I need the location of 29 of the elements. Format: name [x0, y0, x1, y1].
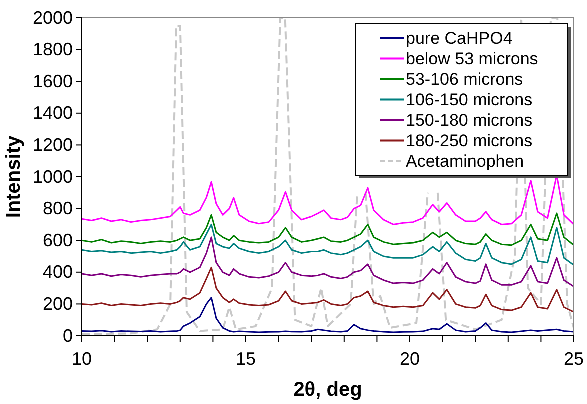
legend-label: below 53 microns [406, 50, 538, 69]
y-tick-label: 400 [42, 262, 73, 282]
x-tick-label: 15 [236, 348, 256, 369]
y-tick-label: 1800 [32, 40, 73, 60]
y-tick-label: 1400 [32, 103, 73, 124]
legend-label: 180-250 microns [406, 132, 533, 151]
line-series [82, 224, 574, 266]
y-tick-label: 1600 [32, 71, 73, 92]
y-tick-label: 800 [42, 198, 73, 219]
y-tick-label: 0 [62, 326, 73, 346]
legend-label: pure CaHPO4 [406, 29, 513, 48]
x-tick-label: 10 [72, 348, 92, 369]
y-tick-label: 1000 [32, 166, 73, 187]
y-tick-label: 2000 [32, 8, 73, 28]
y-tick-label: 200 [42, 294, 73, 314]
x-tick-label: 20 [400, 348, 420, 369]
line-series [82, 212, 574, 246]
line-series [82, 236, 574, 288]
y-tick-label: 600 [42, 230, 73, 250]
x-tick-label: 25 [564, 348, 584, 369]
legend-label: Acetaminophen [406, 152, 524, 172]
line-series [82, 266, 574, 313]
legend-label: 150-180 microns [406, 111, 533, 130]
x-axis-title: 2θ, deg [294, 379, 362, 401]
line-series [82, 297, 574, 334]
y-axis-title: Intensity [3, 135, 25, 218]
y-tick-label: 1200 [32, 134, 73, 155]
legend-label: 53-106 microns [406, 70, 524, 90]
legend-label: 106-150 microns [406, 90, 533, 110]
